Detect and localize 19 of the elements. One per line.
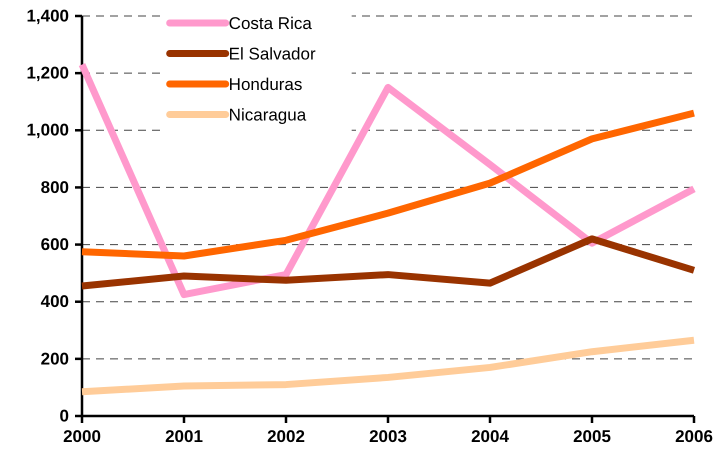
- legend-label: Honduras: [228, 75, 302, 94]
- y-tick-label: 200: [40, 349, 69, 368]
- y-tick-label: 1,000: [26, 120, 69, 140]
- x-tick-label: 2005: [573, 427, 611, 446]
- x-tick-label: 2002: [267, 427, 305, 446]
- x-tick-label: 2000: [63, 427, 101, 446]
- legend-label: Costa Rica: [228, 14, 312, 33]
- y-tick-label: 800: [40, 178, 69, 197]
- x-tick-label: 2003: [369, 427, 407, 446]
- y-tick-label: 600: [40, 235, 69, 254]
- x-tick-label: 2006: [675, 427, 713, 446]
- y-tick-label: 0: [60, 406, 69, 426]
- y-tick-label: 1,400: [26, 6, 69, 26]
- y-tick-label: 400: [40, 292, 69, 312]
- legend-label: El Salvador: [228, 44, 316, 64]
- x-tick-label: 2004: [471, 427, 510, 446]
- x-tick-label: 2001: [165, 427, 203, 446]
- legend-label: Nicaragua: [228, 106, 307, 124]
- y-tick-label: 1,200: [26, 64, 69, 83]
